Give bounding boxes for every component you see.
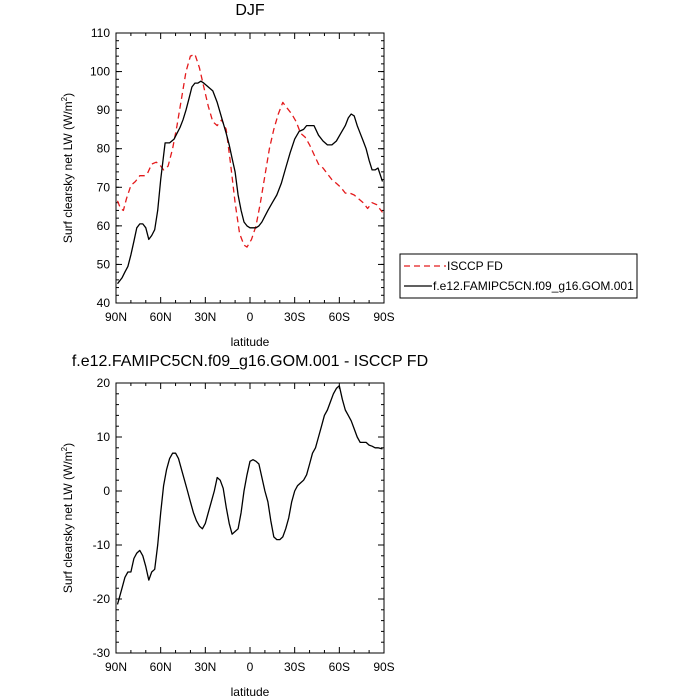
top-y-tick-label: 70 — [97, 180, 111, 194]
top-x-axis-label: latitude — [231, 335, 270, 349]
bottom-chart-title: f.e12.FAMIPC5CN.f09_g16.GOM.001 - ISCCP … — [72, 353, 428, 370]
top-y-tick-label: 50 — [97, 257, 111, 271]
top-y-tick-label: 80 — [97, 142, 111, 156]
bottom-x-tick-label: 30N — [194, 660, 216, 674]
top-x-tick-label: 90N — [105, 310, 127, 324]
bottom-plot-frame — [115, 382, 385, 654]
top-x-tick-label: 90S — [373, 310, 394, 324]
top-x-tick-label: 30S — [284, 310, 305, 324]
legend-frame — [399, 253, 638, 299]
bottom-y-tick-label: -10 — [93, 538, 111, 552]
top-x-tick-label: 60N — [150, 310, 172, 324]
top-series-lines — [116, 53, 384, 285]
top-plot-frame — [115, 32, 385, 304]
bottom-x-tick-label: 30S — [284, 660, 305, 674]
bottom-y-tick-label: 10 — [97, 430, 111, 444]
top-y-tick-label: 60 — [97, 219, 111, 233]
top-chart-title: DJF — [235, 2, 265, 19]
top-series-line-1 — [116, 80, 384, 285]
bottom-x-tick-label: 90N — [105, 660, 127, 674]
top-y-axis-label: Surf clearsky net LW (W/m2) — [60, 93, 75, 243]
top-series-line-0 — [116, 53, 384, 248]
top-x-tick-label: 0 — [247, 310, 254, 324]
bottom-x-tick-label: 90S — [373, 660, 394, 674]
top-panel: DJF 90N 60N 30N 0 30S 60S 90S 40 50 60 70 80 90 100 11… — [60, 2, 395, 349]
top-x-tick-label: 60S — [329, 310, 350, 324]
bottom-series-lines — [116, 385, 383, 605]
top-ticks: 90N 60N 30N 0 30S 60S 90S 40 50 60 70 80 90 100 110 — [90, 26, 395, 324]
top-y-tick-label: 90 — [97, 103, 111, 117]
bottom-y-tick-label: 0 — [103, 484, 110, 498]
legend-entry-model: f.e12.FAMIPC5CN.f09_g16.GOM.001 — [433, 279, 634, 293]
top-y-tick-label: 100 — [90, 65, 110, 79]
bottom-x-tick-label: 60N — [150, 660, 172, 674]
bottom-y-tick-label: -30 — [93, 646, 111, 660]
legend-entry-isccp: ISCCP FD — [447, 259, 503, 273]
bottom-y-tick-label: 20 — [97, 376, 111, 390]
bottom-series-line-0 — [116, 385, 383, 605]
top-x-tick-label: 30N — [194, 310, 216, 324]
bottom-y-tick-label: -20 — [93, 592, 111, 606]
bottom-x-tick-label: 0 — [247, 660, 254, 674]
bottom-x-axis-label: latitude — [231, 685, 270, 699]
top-y-tick-label: 110 — [91, 26, 110, 40]
legend: ISCCP FD f.e12.FAMIPC5CN.f09_g16.GOM.001 — [399, 253, 638, 299]
bottom-y-axis-label: Surf clearsky net LW (W/m2) — [60, 443, 75, 593]
bottom-x-tick-label: 60S — [329, 660, 350, 674]
top-y-tick-label: 40 — [97, 296, 111, 310]
bottom-panel: f.e12.FAMIPC5CN.f09_g16.GOM.001 - ISCCP … — [60, 353, 428, 699]
bottom-ticks: 90N 60N 30N 0 30S 60S 90S -30 -20 -10 0 10 20 — [93, 376, 395, 674]
